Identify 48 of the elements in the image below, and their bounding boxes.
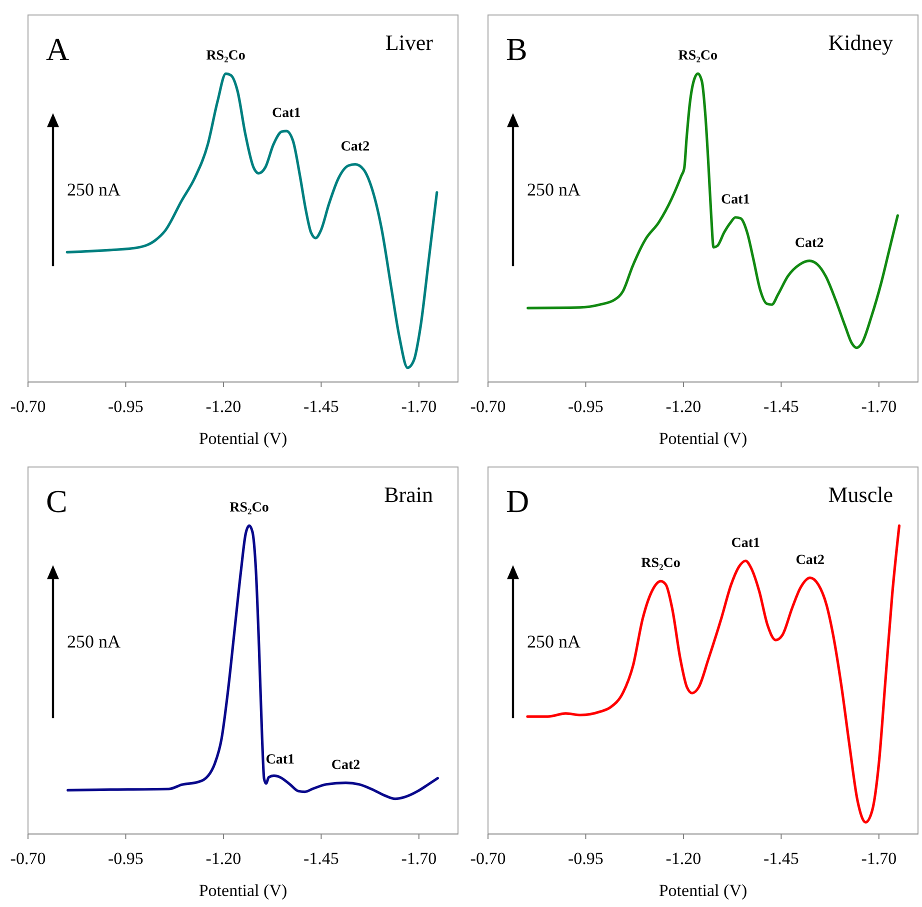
x-tick-label: -0.70 xyxy=(470,849,506,868)
annotation: Cat2 xyxy=(796,552,824,568)
chart-title: C xyxy=(46,483,68,519)
x-axis-title: Potential (V) xyxy=(198,881,288,900)
x-tick-label: -1.20 xyxy=(206,849,242,868)
x-tick-label: -1.20 xyxy=(666,397,702,416)
annotation: Cat1 xyxy=(272,106,301,122)
x-tick-label: -0.70 xyxy=(10,849,46,868)
annotation: Cat2 xyxy=(331,758,360,773)
x-tick-label: -0.95 xyxy=(108,849,144,868)
x-axis-title: Potential (V) xyxy=(198,429,288,448)
chart-title: D xyxy=(506,483,530,519)
annotation: Cat1 xyxy=(721,192,750,208)
x-tick-label: -1.70 xyxy=(861,849,897,868)
x-tick-label: -0.95 xyxy=(108,397,144,416)
x-tick-label: -1.20 xyxy=(206,397,242,416)
x-tick-label: -1.45 xyxy=(763,397,799,416)
annotation: Cat1 xyxy=(731,536,760,551)
x-tick-label: -1.45 xyxy=(303,849,339,868)
annotation: 250 nA xyxy=(527,631,580,652)
x-tick-label: -0.70 xyxy=(470,397,506,416)
chart-subtitle: Liver xyxy=(385,30,434,55)
x-tick-label: -1.45 xyxy=(303,397,339,416)
annotation: 250 nA xyxy=(527,179,580,200)
x-tick-label: -0.95 xyxy=(568,397,604,416)
chart-subtitle: Brain xyxy=(384,482,433,507)
x-tick-label: -1.70 xyxy=(861,397,897,416)
annotation: Cat2 xyxy=(794,236,824,251)
annotation: Cat2 xyxy=(340,139,370,154)
annotation: RS₂Co xyxy=(206,48,246,64)
annotation: Cat1 xyxy=(266,752,295,768)
x-tick-label: -0.70 xyxy=(10,397,46,416)
annotation: 250 nA xyxy=(67,179,120,200)
x-tick-label: -1.20 xyxy=(666,849,702,868)
annotation: 250 nA xyxy=(67,631,120,652)
chart-subtitle: Kidney xyxy=(828,30,893,55)
x-axis-title: Potential (V) xyxy=(658,881,748,900)
x-axis-title: Potential (V) xyxy=(658,429,748,448)
x-tick-label: -1.45 xyxy=(763,849,799,868)
x-tick-label: -1.70 xyxy=(401,397,437,416)
x-tick-label: -0.95 xyxy=(568,849,604,868)
annotation: RS₂Co xyxy=(678,48,718,64)
chart-title: B xyxy=(506,31,528,67)
chart-title: A xyxy=(46,31,70,67)
annotation: RS₂Co xyxy=(230,500,269,516)
annotation: RS₂Co xyxy=(641,556,680,572)
chart-subtitle: Muscle xyxy=(828,482,893,507)
x-tick-label: -1.70 xyxy=(401,849,437,868)
